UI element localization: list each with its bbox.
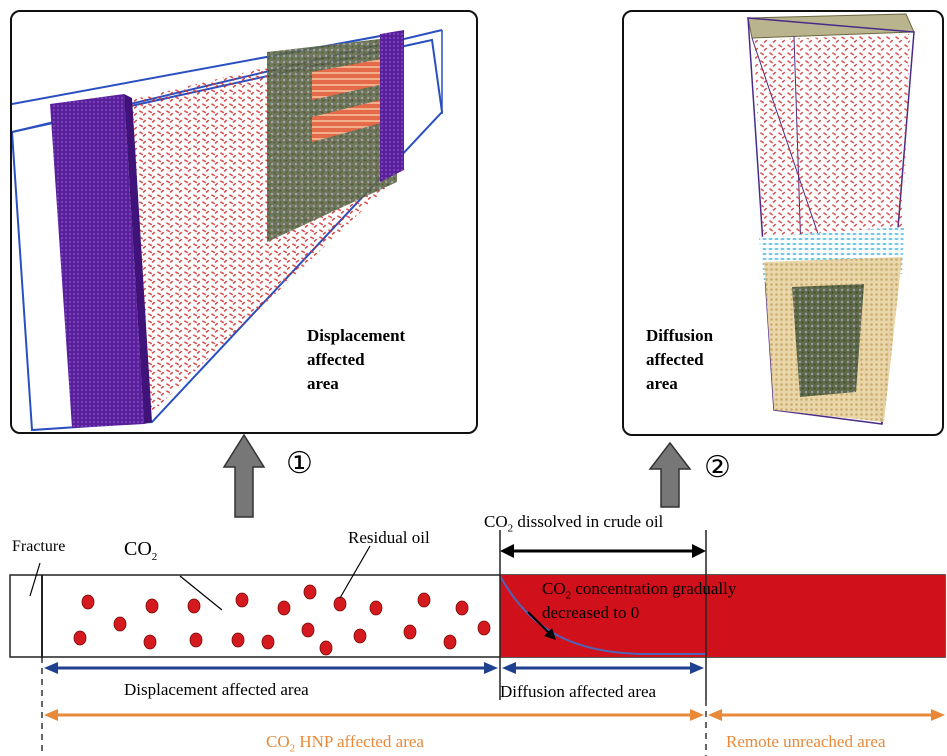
residual-oil-label: Residual oil: [348, 528, 430, 547]
concentration-label-line2: decreased to 0: [542, 603, 640, 622]
caption-line: affected: [646, 350, 704, 369]
co2-label: CO2: [124, 538, 158, 563]
displacement-area-label: Displacement affected area: [124, 680, 309, 699]
step2-number: ②: [704, 451, 731, 484]
dissolved-arrow-left-icon: [500, 544, 514, 558]
concentration-arrow-icon: [544, 628, 556, 640]
hnp-arrow-right-icon: [690, 709, 704, 721]
caption-line: affected: [307, 350, 365, 369]
dissolved-arrow-right-icon: [692, 544, 706, 558]
displacement-simulation-panel: Displacement affected area: [10, 10, 478, 434]
step2-up-arrow-icon: [648, 441, 692, 508]
reservoir-schematic: [9, 530, 946, 756]
caption-line: area: [307, 374, 339, 393]
concentration-curve: [499, 575, 706, 655]
hnp-arrow-left-icon: [44, 709, 58, 721]
caption-line: Diffusion: [646, 326, 714, 345]
concentration-label-line1: CO2 concentration gradually: [542, 579, 737, 602]
fracture-label: Fracture: [12, 538, 66, 555]
displacement-simulation-render: [12, 29, 444, 432]
remote-area-label: Remote unreached area: [726, 732, 886, 751]
caption-line: Displacement: [307, 326, 406, 345]
step1-up-arrow-icon: [222, 433, 266, 518]
displacement-caption: Displacement affected area: [307, 324, 405, 396]
step1-number: ①: [286, 447, 313, 480]
diffusion-arrow-left-icon: [502, 662, 516, 674]
caption-line: area: [646, 374, 678, 393]
hnp-area-label: CO2 HNP affected area: [266, 732, 424, 755]
remote-arrow-left-icon: [708, 709, 722, 721]
diffusion-simulation-panel: Diffusion affected area: [622, 10, 944, 436]
diffusion-arrow-right-icon: [690, 662, 704, 674]
dissolved-label: CO2 dissolved in crude oil: [484, 512, 664, 535]
diffusion-caption: Diffusion affected area: [646, 324, 713, 396]
diffusion-area-label: Diffusion affected area: [500, 682, 657, 701]
displacement-arrow-right-icon: [484, 662, 498, 674]
diffusion-simulation-render: [747, 13, 915, 425]
residual-oil-droplets: [73, 584, 491, 656]
displacement-arrow-left-icon: [44, 662, 58, 674]
remote-arrow-right-icon: [931, 709, 945, 721]
